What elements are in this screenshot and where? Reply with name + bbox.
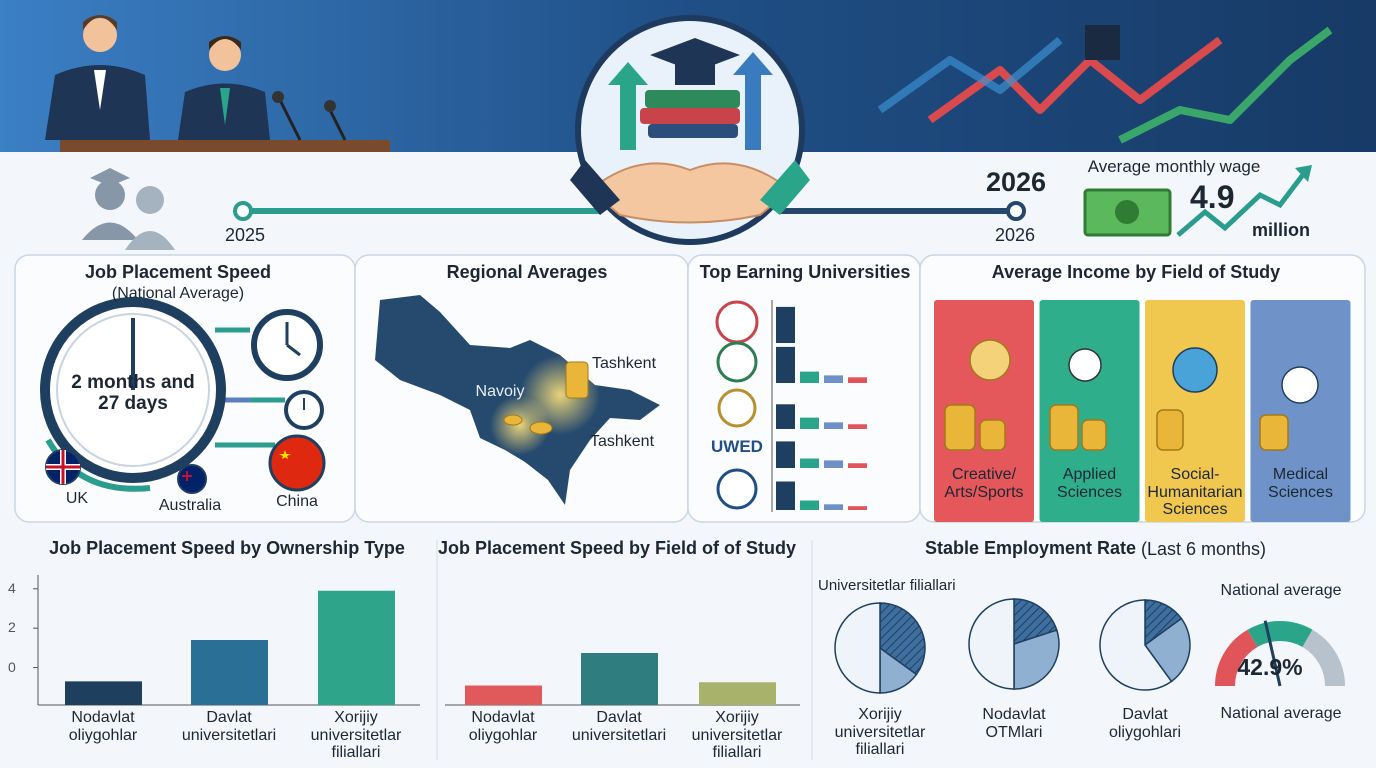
wage-unit: million (1252, 220, 1310, 240)
bar (800, 500, 819, 510)
pie-slice (1013, 629, 1060, 690)
wage-value: 4.9 (1190, 179, 1235, 215)
field-label: Medical Sciences (1268, 466, 1333, 501)
chart-title: Top Earning Universities (699, 262, 911, 282)
bar (848, 424, 867, 429)
country-label: UK (65, 490, 89, 507)
bar (776, 441, 795, 468)
x-tick-label: Davlat universitetlari (571, 709, 667, 744)
region-label: Tashkent (591, 355, 657, 372)
region-label: Navoiy (475, 383, 525, 400)
clock-illustration (40, 297, 326, 494)
pie-slice (879, 602, 926, 676)
pie-label: Davlat oliygohlari (1108, 706, 1182, 741)
timeline-node (1006, 201, 1026, 221)
timeline-label: 2026 (985, 167, 1047, 197)
bar (776, 404, 795, 429)
bar (776, 306, 795, 343)
x-tick-label: Nodavlat oliygohlar (68, 709, 138, 744)
gauge-arc (1247, 621, 1313, 648)
field-label: Social-Humanitarian Sciences (1147, 466, 1243, 519)
bar (824, 375, 843, 383)
bar (848, 463, 867, 468)
bar (465, 685, 542, 705)
bar (800, 417, 819, 429)
y-tick-label: 0 (8, 658, 16, 675)
wage-label: Average monthly wage (1087, 157, 1261, 176)
bar (824, 504, 843, 510)
bar (848, 506, 867, 510)
bar (824, 460, 843, 468)
pie-slice (1143, 617, 1191, 683)
panel-title: Job Placement Speed (84, 262, 272, 282)
pie-slice (834, 602, 881, 694)
chart-title: Stable Employment Rate (924, 538, 1136, 558)
bar (318, 590, 395, 705)
bar (800, 371, 819, 383)
field-label: Creative/ Arts/Sports (944, 466, 1024, 501)
money-icon (1083, 165, 1312, 237)
university-logo-text: UWED (711, 437, 763, 456)
gauge-label: National average (1220, 705, 1342, 722)
region-label: Tashkent (589, 433, 655, 450)
bar (848, 377, 867, 383)
gauge-value: 42.9% (1237, 654, 1303, 680)
bar (800, 458, 819, 468)
timeline-node (233, 201, 253, 221)
bar (191, 640, 268, 705)
field-card (1250, 300, 1351, 522)
pie-slice (968, 598, 1015, 690)
panel-title: Regional Averages (446, 262, 608, 282)
panel-subtitle: (National Average) (111, 285, 245, 302)
country-label: China (276, 493, 318, 510)
country-label: Australia (158, 497, 222, 514)
y-tick-label: 4 (8, 579, 16, 596)
x-tick-label: Xorijiy universitetlar filiallari (310, 709, 402, 762)
bar (699, 682, 776, 705)
map (375, 295, 660, 505)
gauge-arc (1215, 629, 1258, 687)
gauge-arc (1302, 629, 1345, 687)
bar (581, 653, 658, 705)
timeline-label: 2026 (994, 225, 1036, 245)
field-card (1145, 300, 1245, 522)
field-label: Applied Sciences (1057, 466, 1122, 501)
bar (776, 481, 795, 510)
bar (776, 346, 795, 383)
header-illustration-right (877, 25, 1333, 144)
central-emblem (570, 15, 810, 245)
bar (65, 681, 142, 705)
timeline-label: 2025 (224, 225, 266, 245)
chart-title: Job Placement Speed by Field of of Study (437, 538, 797, 558)
pie-slice (1013, 598, 1058, 646)
bar (824, 422, 843, 429)
pie-label: Xorijiy universitetlar filiallari (834, 706, 926, 759)
panel-title: Average Income by Field of Study (991, 262, 1281, 282)
pie-label: Universitetlar filiallari (818, 577, 956, 594)
field-card (1039, 300, 1140, 522)
gauge-needle (1263, 620, 1282, 687)
pie-slice (1099, 599, 1173, 691)
header-illustration-left (45, 15, 390, 152)
y-tick-label: 2 (8, 619, 16, 636)
university-logos (715, 300, 759, 510)
x-tick-label: Xorijiy universitetlar filiallari (691, 709, 783, 762)
gauge-label: National average (1220, 582, 1342, 599)
chart-subtitle: (Last 6 months) (1141, 539, 1267, 559)
income-icons (944, 339, 1319, 451)
x-tick-label: Nodavlat oliygohlar (468, 709, 538, 744)
duration: 2 months and 27 days (71, 372, 195, 414)
graduates-icon (82, 168, 175, 250)
chart-title: Job Placement Speed by Ownership Type (49, 538, 405, 558)
pie-label: Nodavlat OTMlari (982, 706, 1046, 741)
x-tick-label: Davlat universitetlari (181, 709, 277, 744)
